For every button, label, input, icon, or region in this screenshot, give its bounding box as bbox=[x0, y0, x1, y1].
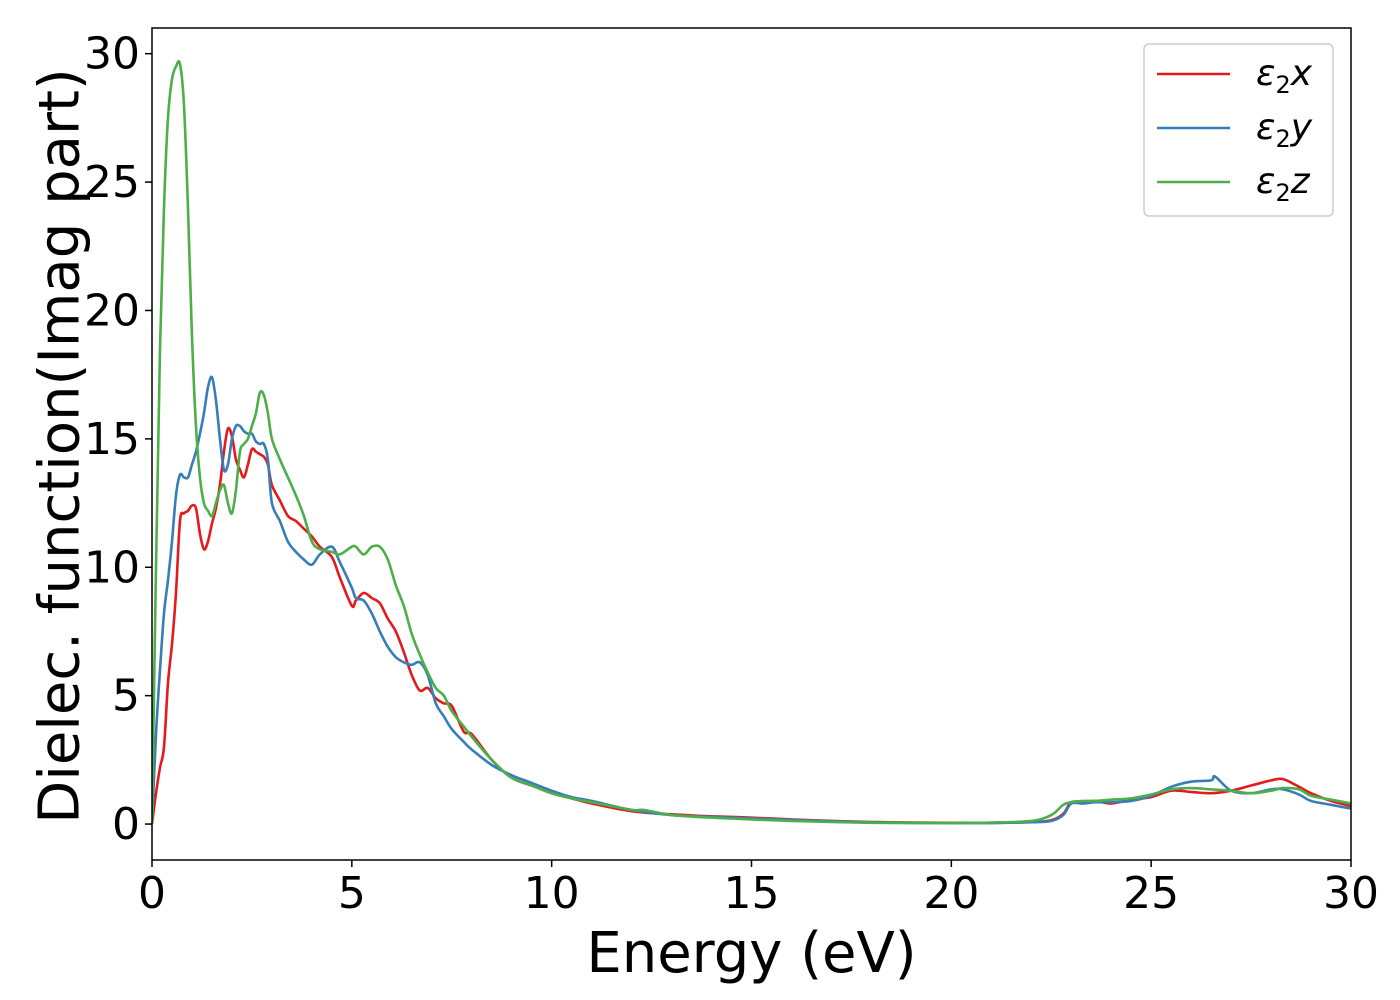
legend-label: ε2y bbox=[1256, 107, 1313, 153]
series-line-y bbox=[152, 375, 1351, 825]
y-tick-label: 15 bbox=[84, 414, 140, 465]
y-tick-label: 25 bbox=[84, 157, 140, 208]
x-tick-label: 5 bbox=[338, 868, 366, 919]
y-axis: 0 5 10 15 20 25 30 bbox=[84, 29, 152, 850]
x-axis-title: Energy (eV) bbox=[586, 921, 916, 986]
x-tick-label: 15 bbox=[724, 868, 780, 919]
series-layer bbox=[152, 59, 1351, 825]
x-tick-label: 25 bbox=[1123, 868, 1179, 919]
legend-label: ε2x bbox=[1256, 53, 1313, 99]
y-axis-title: Dielec. function(Imag part) bbox=[28, 68, 93, 824]
y-tick-label: 0 bbox=[112, 799, 140, 850]
x-tick-label: 30 bbox=[1323, 868, 1379, 919]
x-tick-label: 20 bbox=[923, 868, 979, 919]
legend-label: ε2z bbox=[1256, 161, 1311, 207]
x-axis: 0 5 10 15 20 25 30 bbox=[138, 860, 1379, 919]
x-tick-label: 0 bbox=[138, 868, 166, 919]
y-tick-label: 10 bbox=[84, 542, 140, 593]
legend: ε2x ε2y ε2z bbox=[1143, 43, 1334, 217]
y-tick-label: 20 bbox=[84, 285, 140, 336]
y-tick-label: 5 bbox=[112, 671, 140, 722]
series-line-z bbox=[152, 59, 1351, 825]
legend-box bbox=[1143, 43, 1334, 217]
y-tick-label: 30 bbox=[84, 29, 140, 80]
x-tick-label: 10 bbox=[524, 868, 580, 919]
